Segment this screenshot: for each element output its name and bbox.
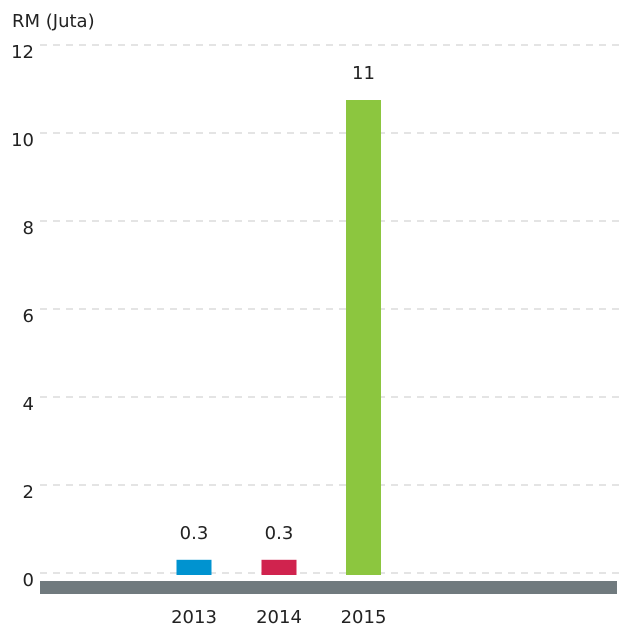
y-tick-label: 10 — [11, 130, 34, 151]
y-tick-label: 8 — [23, 218, 34, 239]
y-tick-label: 12 — [11, 42, 34, 63]
y-tick-label: 0 — [23, 570, 34, 591]
bar — [261, 559, 297, 575]
x-tick-label: 2015 — [341, 607, 387, 628]
x-tick-label: 2014 — [256, 607, 302, 628]
value-label: 0.3 — [180, 523, 209, 544]
value-label: 0.3 — [265, 523, 294, 544]
y-axis-title: RM (Juta) — [12, 11, 95, 32]
bar — [176, 559, 212, 575]
x-tick-label: 2013 — [171, 607, 217, 628]
bar — [346, 100, 381, 575]
y-tick-label: 2 — [23, 482, 34, 503]
y-tick-label: 6 — [23, 306, 34, 327]
y-tick-label: 4 — [23, 394, 34, 415]
baseline — [40, 581, 617, 594]
value-label: 11 — [352, 63, 375, 84]
